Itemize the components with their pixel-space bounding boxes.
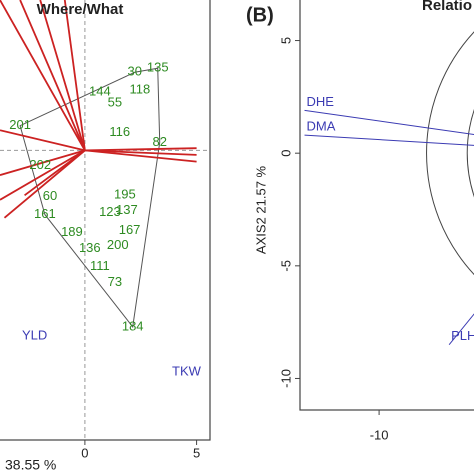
- x-tick-label: -10: [370, 427, 389, 442]
- point-label: 60: [43, 188, 57, 203]
- panel-b: DHE DMA PLH: [304, 31, 474, 345]
- vector: [84, 149, 197, 163]
- vector: [0, 129, 86, 152]
- point-label: 200: [107, 237, 129, 252]
- frame-a: [0, 0, 211, 441]
- point-label: 123: [99, 204, 121, 219]
- vector: [0, 0, 86, 151]
- hull: [19, 67, 161, 329]
- vector: [84, 147, 197, 152]
- point-label: 144: [89, 84, 111, 99]
- point-label: 116: [109, 124, 130, 139]
- trait-label: TKW: [172, 363, 202, 378]
- vector-label: DMA: [307, 119, 336, 134]
- vector: [0, 149, 86, 201]
- point-label: 161: [34, 206, 56, 221]
- vector: [3, 149, 86, 219]
- vector-label: PLH: [451, 328, 474, 343]
- vector: [39, 0, 86, 151]
- point-label: 136: [79, 240, 101, 255]
- panel-label: (B): [246, 4, 274, 26]
- x-tick-label: 0: [81, 445, 88, 460]
- vector: [84, 149, 197, 156]
- vector: [63, 0, 86, 151]
- title-b: Relatio: [422, 0, 472, 14]
- point-label: 201: [9, 117, 31, 132]
- point-label: 184: [122, 318, 144, 333]
- point-label: 55: [108, 95, 122, 110]
- y-tick-label: -5: [278, 260, 293, 272]
- y-tick-label: 0: [278, 150, 293, 157]
- vector: [19, 0, 86, 151]
- point-label: 73: [108, 274, 122, 289]
- point-label: 30: [127, 64, 141, 79]
- vector: [0, 149, 86, 176]
- point-label: 189: [61, 224, 83, 239]
- trait-label: YLD: [22, 327, 47, 342]
- vector-label: DHE: [307, 94, 335, 109]
- point-label: 195: [114, 187, 136, 202]
- correlation-circle: [466, 108, 474, 198]
- vector: [304, 109, 474, 136]
- correlation-circle: [426, 31, 474, 276]
- y-axis-label: AXIS2 21.57 %: [253, 165, 268, 254]
- point-label: 137: [116, 202, 138, 217]
- vector: [304, 134, 474, 146]
- point-label: 167: [119, 222, 141, 237]
- frame-b: [299, 0, 474, 411]
- point-label: 135: [147, 60, 169, 75]
- x-axis-label: 38.55 %: [5, 457, 56, 473]
- point-label: 202: [29, 157, 51, 172]
- title-a: Where/What: [37, 1, 124, 18]
- point-label: 82: [152, 134, 166, 149]
- y-tick-label: -10: [278, 369, 293, 388]
- x-tick-label: 5: [193, 445, 200, 460]
- point-label: 118: [129, 82, 150, 97]
- y-tick-label: 5: [278, 37, 293, 44]
- point-label: 111: [90, 258, 110, 273]
- vector: [24, 149, 86, 197]
